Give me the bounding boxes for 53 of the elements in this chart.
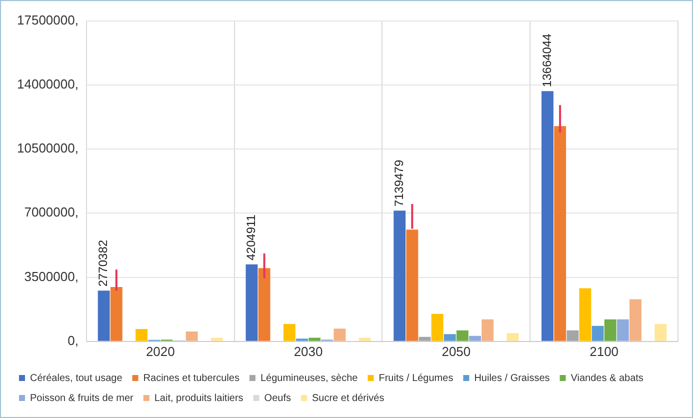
bar: [604, 319, 616, 341]
bar: [566, 330, 579, 341]
data-label: 2770382: [96, 240, 110, 287]
bar: [358, 338, 371, 341]
bar: [654, 324, 667, 341]
bar: [210, 338, 223, 341]
x-tick-label: 2030: [294, 344, 323, 359]
bar: [394, 210, 406, 341]
legend-label: Céréales, tout usage: [30, 372, 123, 384]
legend-label: Lait, produits laitiers: [154, 392, 244, 404]
y-tick-label: 0,: [68, 332, 78, 348]
x-tick-label: 2050: [442, 344, 471, 359]
legend-label: Viandes & abats: [570, 372, 644, 384]
bar: [406, 230, 418, 341]
bar: [506, 333, 519, 341]
legend-label: Huiles / Graisses: [474, 372, 550, 384]
legend-label: Racines et tubercules: [143, 372, 240, 384]
data-label: 4204911: [244, 214, 258, 260]
legend-label: Oeufs: [264, 392, 291, 404]
bar: [616, 319, 629, 341]
legend-label: Poisson & fruits de mer: [30, 392, 134, 404]
bar: [186, 332, 198, 341]
bar: [592, 326, 604, 341]
bar: [579, 288, 592, 341]
bar: [630, 299, 642, 341]
x-tick-label: 2100: [590, 344, 619, 359]
bar: [456, 330, 468, 341]
bar: [542, 91, 554, 341]
bar: [283, 324, 296, 341]
bar: [246, 264, 258, 341]
bar: [554, 126, 566, 341]
bar: [418, 336, 431, 341]
bar: [469, 336, 481, 341]
y-tick-label: 10500000,: [17, 140, 78, 156]
bar: [258, 268, 270, 341]
y-tick-label: 17500000,: [17, 12, 78, 28]
bar: [431, 314, 444, 341]
data-label: 7139479: [392, 160, 406, 207]
bar: [98, 290, 110, 341]
bar: [444, 334, 456, 341]
bar: [136, 328, 148, 341]
legend-label: Fruits / Légumes: [378, 372, 454, 384]
bar: [482, 319, 494, 341]
y-tick-label: 7000000,: [24, 204, 78, 220]
y-tick-label: 14000000,: [17, 76, 78, 92]
bar: [334, 328, 346, 341]
data-label: 13664044: [540, 33, 554, 88]
y-tick-label: 3500000,: [24, 268, 78, 284]
bar: [110, 286, 122, 341]
x-tick-label: 2020: [146, 344, 175, 359]
bar: [308, 338, 321, 341]
legend-label: Sucre et dérivés: [312, 392, 384, 404]
legend-label: Légumineuses, sèche: [260, 372, 358, 384]
